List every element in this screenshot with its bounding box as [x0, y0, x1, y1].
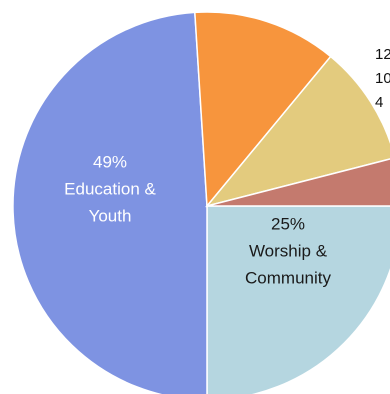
pie-slice-3 — [204, 55, 390, 208]
slice-percent-label: 4 — [375, 94, 383, 111]
pie-slice-4 — [206, 158, 390, 207]
slice-percent-label: 12 — [375, 46, 390, 63]
pie-slices — [12, 11, 390, 394]
slice-name-label: Community — [245, 268, 331, 287]
slice-percent-label: 49% — [93, 152, 127, 171]
pie-slice-1 — [12, 11, 208, 394]
pie-slice-0 — [206, 205, 390, 394]
pie-labels: 25% Worship & Community 49% Education & Youth… — [64, 46, 390, 288]
slice-name-label: Youth — [89, 206, 132, 225]
slice-name-label: Education & — [64, 179, 156, 198]
slice-percent-label: 10 — [375, 70, 390, 87]
slice-percent-label: 25% — [271, 214, 305, 233]
slice-name-label: Worship & — [249, 241, 328, 260]
pie-slice-2 — [194, 11, 332, 208]
